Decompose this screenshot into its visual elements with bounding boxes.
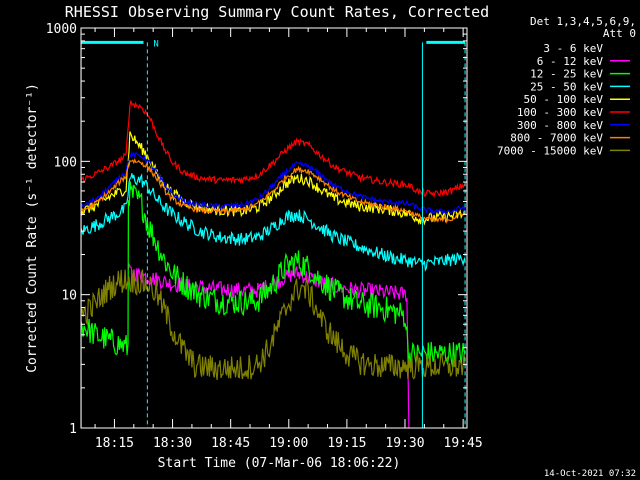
series-line-8	[80, 157, 466, 224]
x-tick-label: 19:15	[327, 436, 366, 451]
legend-label: 800 - 7000 keV	[510, 132, 603, 145]
series-line-4	[80, 173, 466, 272]
legend-label: 12 - 25 keV	[530, 68, 603, 81]
y-axis-label: Corrected Count Rate (s⁻¹ detector⁻¹)	[25, 83, 40, 373]
y-tick-label: 100	[54, 155, 77, 170]
series-line-7	[80, 150, 466, 216]
series-group	[80, 100, 466, 429]
y-tick-label: 1000	[46, 22, 77, 37]
legend-label: 25 - 50 keV	[530, 80, 603, 93]
y-tick-label: 1	[69, 422, 77, 437]
legend-label: 7000 - 15000 keV	[497, 144, 603, 157]
series-line-9	[80, 269, 466, 380]
x-axis-label: Start Time (07-Mar-06 18:06:22)	[158, 456, 401, 471]
x-tick-label: 19:45	[444, 436, 483, 451]
legend-header-line: Att 0	[603, 27, 636, 40]
series-line-3	[80, 181, 466, 369]
axes: 1 10 100 1000 18:15 18:30 18:45 19:00 19:15 19:30…	[46, 22, 483, 451]
series-line-1	[80, 286, 415, 429]
x-tick-label: 18:45	[211, 436, 250, 451]
x-tick-label: 19:30	[385, 436, 424, 451]
chart-title: RHESSI Observing Summary Count Rates, Co…	[65, 3, 489, 21]
plot-frame	[80, 27, 468, 429]
legend-label: 3 - 6 keV	[543, 42, 603, 55]
x-tick-label: 19:00	[269, 436, 308, 451]
legend-label: 100 - 300 keV	[517, 106, 603, 119]
legend-label: 300 - 800 keV	[517, 119, 603, 132]
series-line-6	[80, 100, 466, 199]
timestamp: 14-Oct-2021 07:32	[544, 469, 636, 479]
x-tick-label: 18:30	[153, 436, 192, 451]
legend-label: 50 - 100 keV	[524, 93, 604, 106]
legend-label: 6 - 12 keV	[537, 55, 604, 68]
y-tick-label: 10	[61, 289, 77, 304]
flag-n-label: N	[153, 39, 158, 49]
legend-header-line: Det 1,3,4,5,6,9,	[530, 15, 636, 28]
x-tick-label: 18:15	[95, 436, 134, 451]
